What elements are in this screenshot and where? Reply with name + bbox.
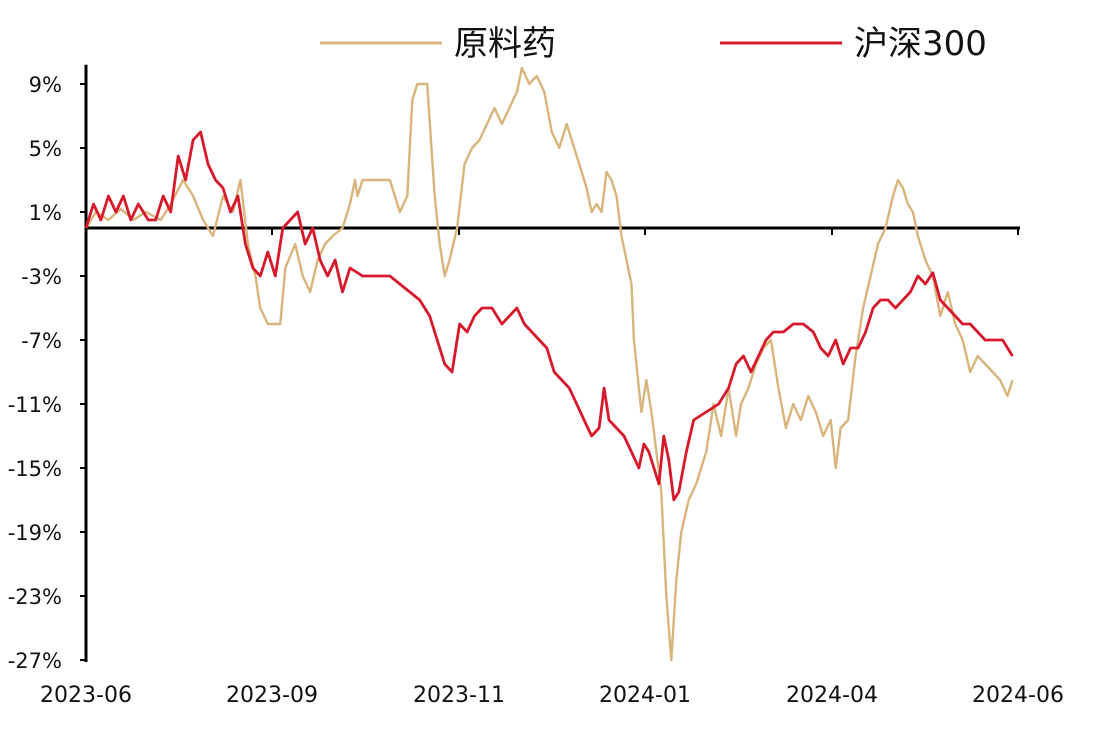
- y-tick-label: -7%: [21, 329, 62, 353]
- x-tick-label: 2024-01: [599, 683, 691, 708]
- x-tick-label: 2023-09: [226, 683, 318, 708]
- y-tick-label: -27%: [8, 649, 62, 673]
- legend-label-1: 原料药: [454, 24, 556, 64]
- series-line-2: [84, 130, 1014, 502]
- x-tick-label: 2024-06: [972, 683, 1064, 708]
- series-group: [84, 66, 1014, 662]
- x-tick-label: 2023-06: [40, 683, 132, 708]
- y-axis: 9% 5% 1% -3% -7% -11% -15% -19% -23% -27%: [8, 64, 88, 673]
- x-tick-label: 2023-11: [413, 683, 505, 708]
- y-tick-label: 5%: [29, 137, 62, 161]
- y-tick-label: -23%: [8, 585, 62, 609]
- legend: 原料药 沪深300: [320, 24, 987, 64]
- y-tick-label: 9%: [29, 73, 62, 97]
- y-tick-label: 1%: [29, 201, 62, 225]
- legend-label-2: 沪深300: [854, 24, 987, 64]
- x-axis: 2023-06 2023-09 2023-11 2024-01 2024-04 2024-…: [40, 226, 1064, 708]
- series-line-1: [84, 66, 1014, 662]
- y-tick-label: -3%: [21, 265, 62, 289]
- y-tick-label: -11%: [8, 393, 62, 417]
- y-tick-label: -19%: [8, 521, 62, 545]
- y-tick-label: -15%: [8, 457, 62, 481]
- x-tick-label: 2024-04: [786, 683, 878, 708]
